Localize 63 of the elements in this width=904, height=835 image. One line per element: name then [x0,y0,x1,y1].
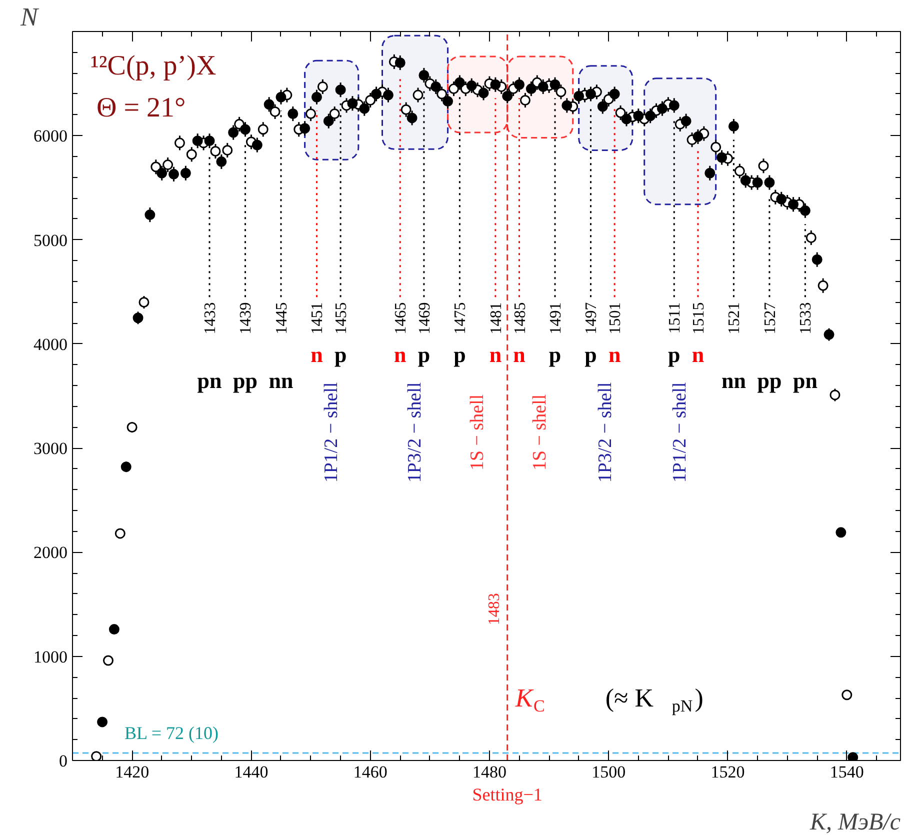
band-label: 1P3/2 − shell [404,382,426,483]
y-tick-label: 0 [59,752,68,770]
annotation: n [489,342,502,367]
x-tick-label: 1440 [234,762,268,782]
band-label: 1P1/2 − shell [670,382,691,483]
annotation: n [310,342,323,367]
annotation: pn [197,368,222,393]
ref-line-label: BL = 72 (10) [124,723,218,743]
annotation: n [692,342,704,367]
y-tick-label: 3000 [34,439,68,458]
annotation: pp [233,368,258,393]
ref-line-label: 1533 [798,302,815,334]
ref-line-label: 1497 [583,302,600,334]
text: ¹²C(p, p’)X [90,50,216,82]
annotation: nn [268,368,294,393]
annotation: pn [792,368,818,393]
x-tick-label: 1460 [353,762,388,782]
band-label: 1S − shell [467,394,488,471]
annotation: pp [757,368,782,393]
x-tick-label: 1520 [710,762,745,782]
text: Setting−1 [472,784,542,804]
y-tick-label: 5000 [34,230,68,250]
ref-line-label: 1455 [333,302,350,334]
ref-line-label: 1515 [690,302,708,334]
ref-line-label: 1483 [486,593,503,626]
annotation: p [418,342,430,367]
ref-line-label: 1465 [392,302,410,334]
y-axis-title: N [20,2,40,32]
text: Θ = 21° [96,92,186,124]
annotation: p [334,342,347,367]
ref-line-label: 1527 [762,302,779,334]
x-axis-title: K, МэВ/c [808,810,901,835]
y-tick-label: 1000 [34,647,68,666]
ref-line-label: 1511 [666,302,684,334]
annotation: p [454,342,466,367]
ref-line-label: 1491 [548,302,565,334]
y-tick-label: 2000 [34,543,68,562]
ref-line-label: 1433 [202,302,220,334]
ref-line-label: 1451 [309,302,326,334]
band-label: 1S − shell [530,394,551,471]
x-tick-label: 1420 [115,762,150,782]
annotation: nn [721,368,746,393]
y-tick-label: 6000 [34,126,68,146]
annotation: p [584,342,597,367]
ref-line-label: 1501 [607,302,624,334]
ref-line-label: 1481 [488,302,505,334]
ref-line-label: 1475 [452,302,470,334]
ref-line-label: 1439 [238,302,255,334]
annotation: p [548,342,562,367]
ref-line-label: 1445 [273,302,290,334]
annotation: n [394,342,406,367]
band-label: 1P3/2 − shell [595,382,616,483]
annotation: p [668,342,680,367]
annotation: n [513,342,526,367]
x-tick-label: 1500 [592,762,626,782]
ref-line-label: 1485 [512,302,529,334]
ref-line-label: 1469 [416,302,434,334]
annotation: n [608,342,621,367]
x-tick-label: 1480 [472,762,506,782]
x-tick-label: 1540 [830,762,864,782]
band-label: 1P1/2 − shell [321,382,342,483]
y-tick-label: 4000 [34,334,68,354]
ref-line-label: 1521 [726,302,744,334]
